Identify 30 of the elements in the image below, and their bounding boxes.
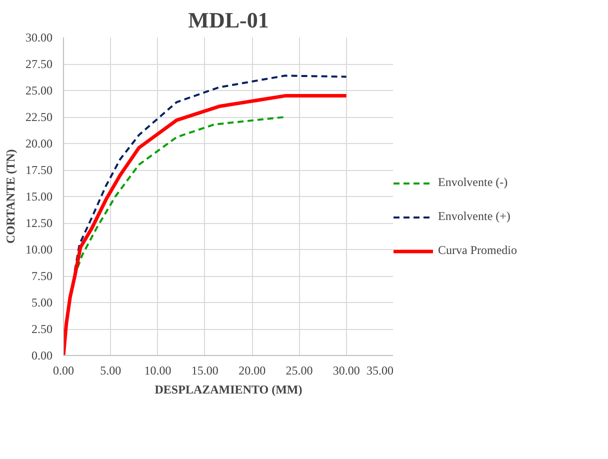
- x-axis-title: DESPLAZAMIENTO (MM): [154, 382, 302, 396]
- line-series: [74, 74, 348, 272]
- legend-label: Envolvente (-): [438, 175, 508, 190]
- y-tick-label: 27.50: [26, 57, 52, 71]
- y-tick-label: 5.00: [32, 296, 52, 310]
- y-tick-label: 17.50: [26, 163, 52, 177]
- y-tick-label: 10.00: [26, 242, 52, 256]
- line-series: [64, 94, 348, 356]
- y-tick-label: 22.50: [26, 110, 52, 124]
- x-tick-label: 30.00: [332, 364, 360, 378]
- x-tick-label: 0.00: [53, 364, 74, 378]
- y-tick-label: 0.00: [32, 348, 52, 362]
- x-tick-label: 20.00: [238, 364, 266, 378]
- y-tick-label: 20.00: [26, 136, 52, 150]
- y-axis-title: CORTANTE (TN): [4, 149, 18, 244]
- y-tick-label: 7.50: [32, 269, 52, 283]
- legend-label: Envolvente (+): [438, 209, 510, 224]
- x-tick-label: 10.00: [144, 364, 172, 378]
- x-tick-label: 15.00: [191, 364, 218, 378]
- x-tick-label: 35.00: [366, 364, 394, 378]
- y-tick-label: 15.00: [26, 190, 52, 204]
- y-tick-label: 25.00: [26, 84, 52, 98]
- y-tick-label: 12.50: [26, 216, 52, 230]
- legend-label: Curva Promedio: [438, 243, 517, 258]
- chart-title: MDL-01: [188, 8, 269, 32]
- line-series: [76, 116, 286, 269]
- x-tick-label: 25.00: [286, 364, 313, 378]
- y-tick-label: 30.00: [26, 30, 52, 44]
- x-tick-label: 5.00: [100, 364, 122, 378]
- y-tick-label: 2.50: [32, 322, 52, 336]
